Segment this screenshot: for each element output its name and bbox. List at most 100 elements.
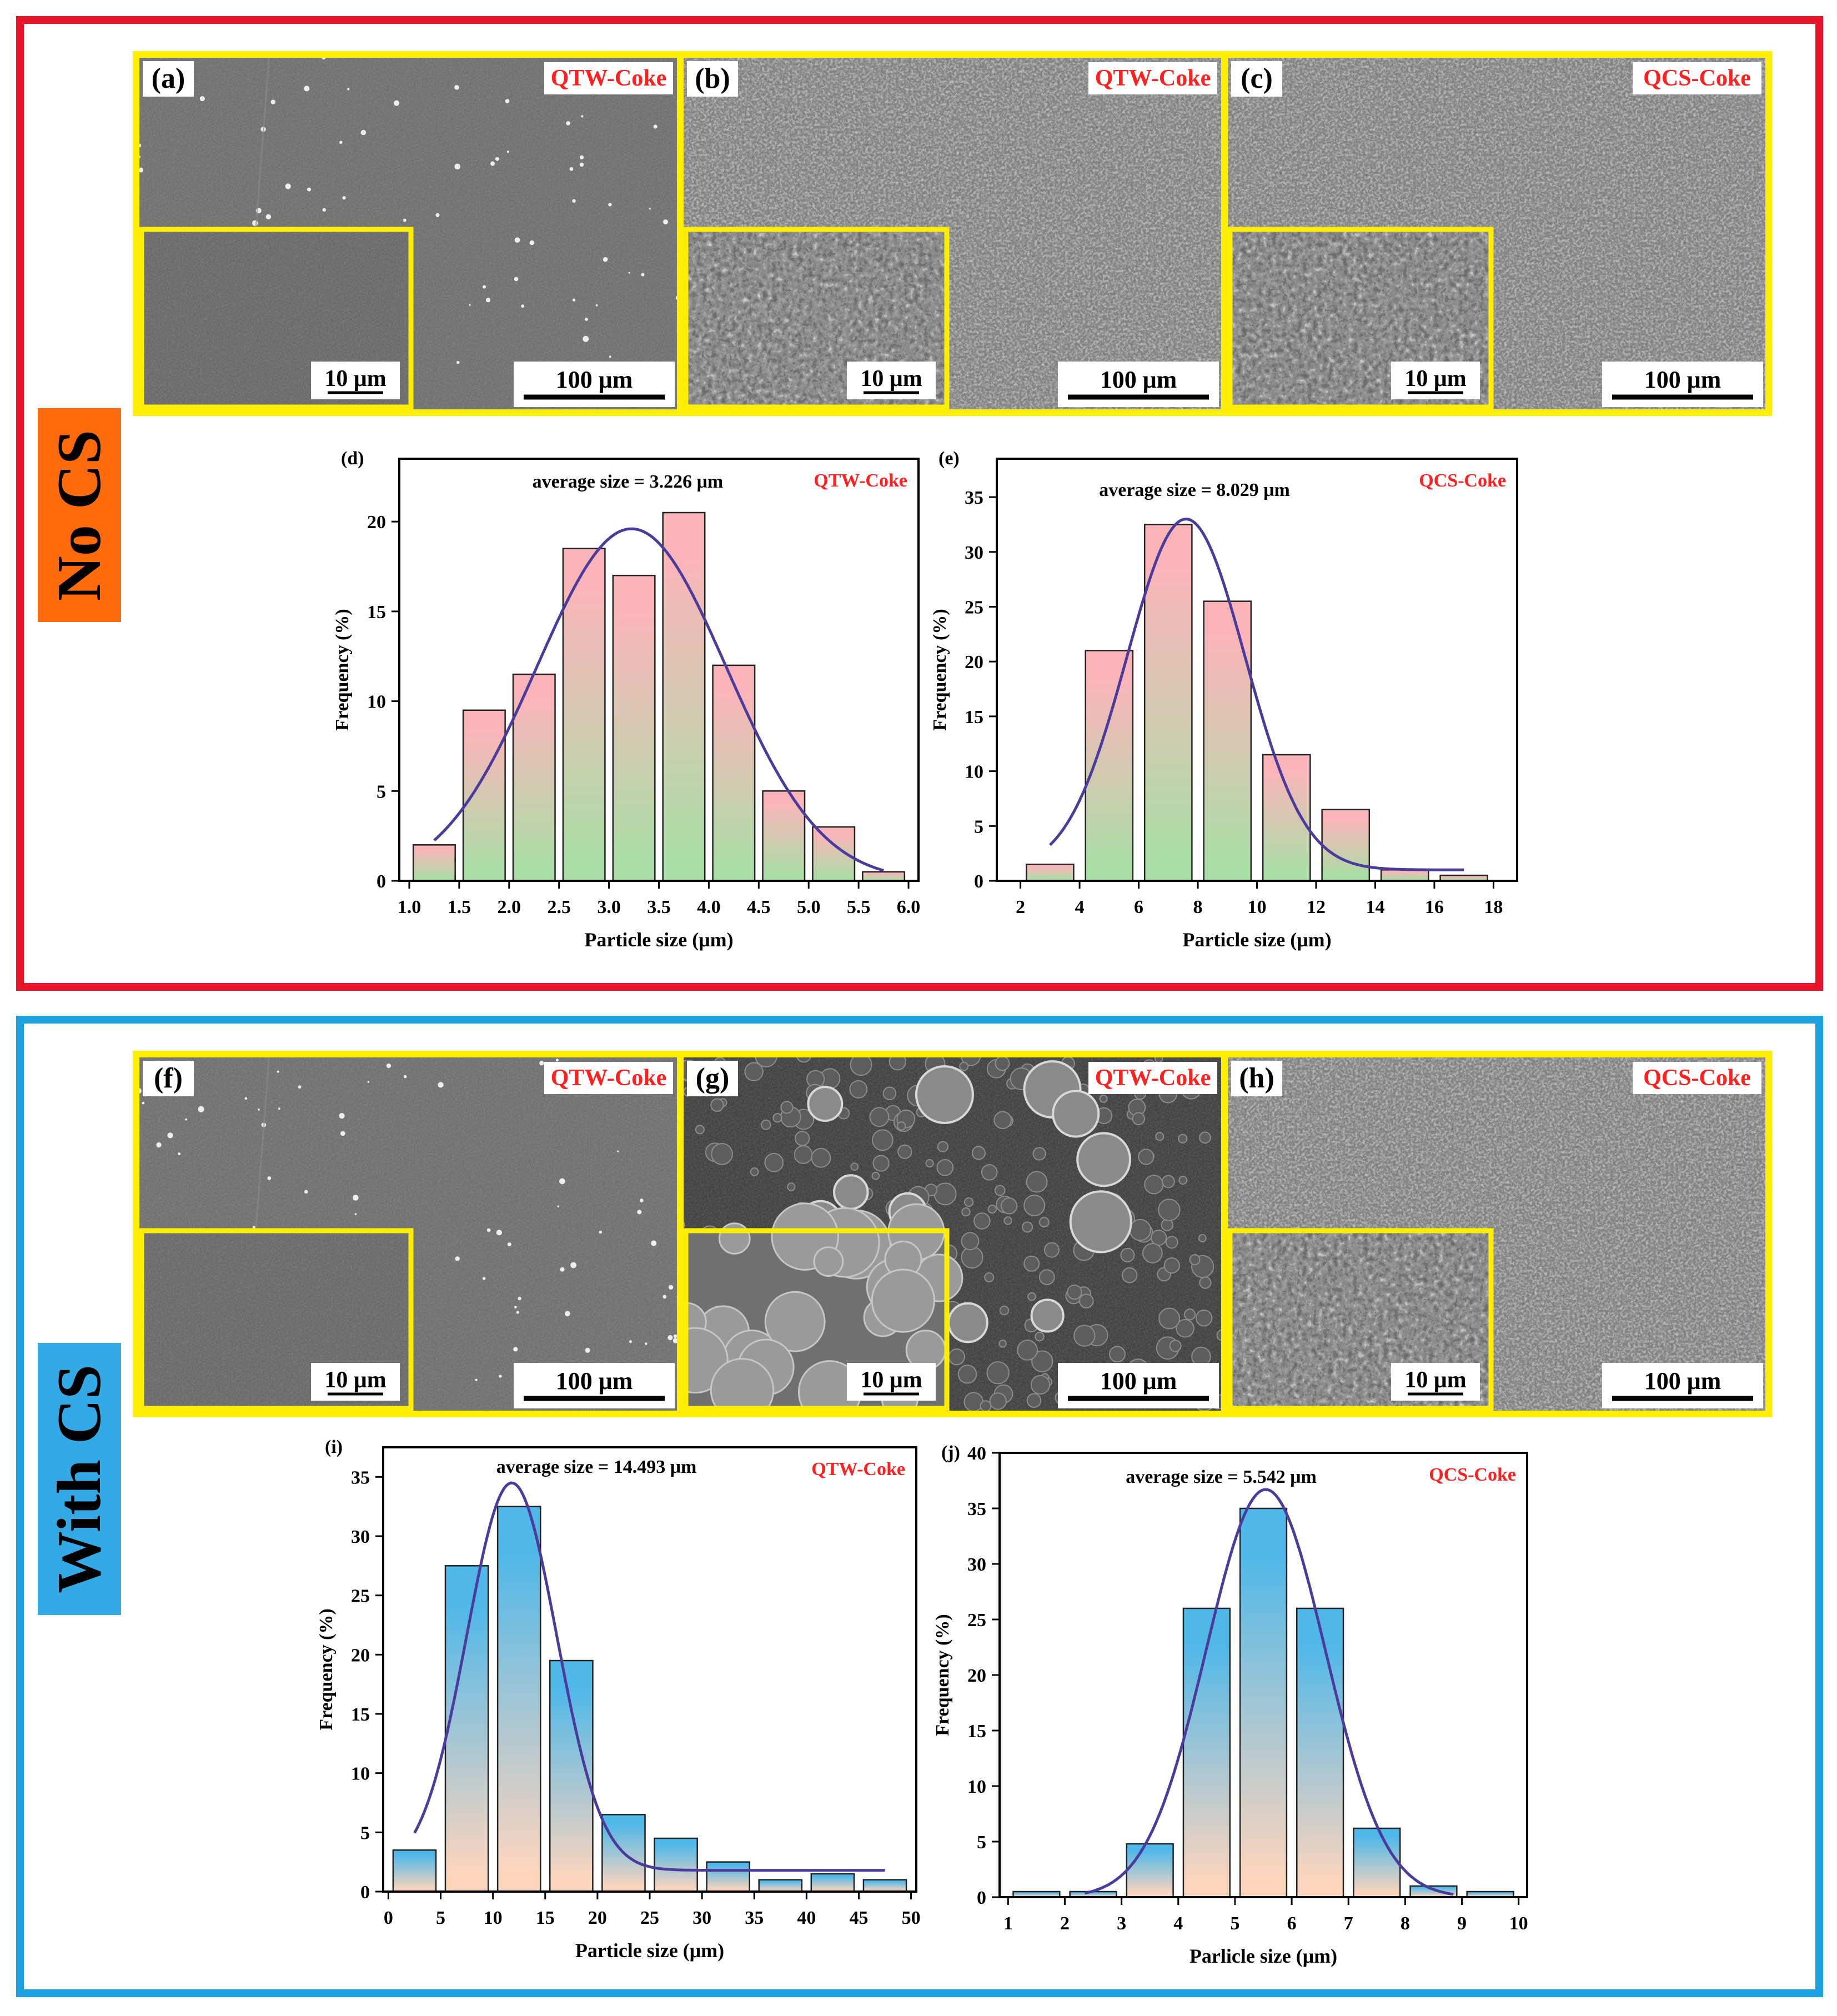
x-tick-label: 1 [1003,1913,1013,1934]
average-size-annotation: average size = 3.226 μm [533,472,724,492]
x-tick-label: 12 [1307,897,1326,917]
y-tick-label: 30 [351,1527,370,1547]
inset-scale-label-h: 10 μm [1404,1367,1466,1393]
histogram-bar [654,1837,698,1893]
x-tick-label: 9 [1457,1913,1467,1934]
chart-panel-label: (e) [938,448,960,469]
y-tick-label: 0 [360,1882,370,1903]
gaussian-fit-curve [413,1481,885,1872]
main-scale-bar-b: 100 μm [1058,362,1219,407]
x-tick-label: 3 [1117,1913,1126,1934]
y-tick-label: 20 [967,1666,986,1686]
y-tick-label: 5 [360,1823,370,1843]
y-tick-label: 20 [351,1645,370,1666]
x-tick-label: 4.5 [747,897,771,917]
x-tick-label: 4.0 [697,897,721,917]
histogram-i: 0 5 10 15 20 25 30 35 40 45 50 0 5 10 15 20 25 30 35 Partic… [316,1437,921,1962]
y-tick-label: 25 [967,1610,986,1631]
x-tick-label: 3.5 [647,897,671,917]
main-scale-label-g: 100 μm [1100,1367,1177,1395]
histogram-bar [862,1879,907,1893]
main-scale-bar-g: 100 μm [1058,1363,1219,1408]
y-tick-label: 30 [967,1554,986,1575]
plot-frame [996,458,1518,882]
x-tick-label: 7 [1344,1913,1353,1934]
y-tick-label: 35 [965,488,983,508]
inset-scale-bar-h: 10 μm [1391,1363,1480,1401]
x-tick-label: 15 [536,1908,555,1928]
histogram-bar [1321,809,1371,882]
y-tick-label: 30 [965,543,983,563]
y-axis-label: Frequency (%) [932,1614,953,1736]
histogram-bar [1182,1607,1231,1898]
x-tick-label: 20 [588,1908,607,1928]
with-cs-label: With CS [45,1365,114,1593]
x-tick-label: 25 [640,1908,659,1928]
sem-image-g: 10 μm 100 μm (g) QTW-Coke [677,1051,1228,1417]
gaussian-fit-curve [433,527,884,872]
y-axis-label: Frequency (%) [332,609,353,730]
y-tick-label: 15 [967,1721,986,1742]
y-tick-label: 0 [977,1888,986,1908]
x-tick-label: 2 [1016,897,1025,917]
chart-panel-label: (d) [341,448,364,469]
histogram-bar [1126,1843,1174,1898]
y-tick-label: 5 [974,816,983,837]
x-tick-label: 8 [1401,1913,1410,1934]
y-tick-label: 10 [367,692,386,713]
x-tick-label: 5 [1230,1913,1239,1934]
x-tick-label: 18 [1484,897,1503,917]
inset-scale-label-f: 10 μm [324,1367,386,1393]
with-cs-section-frame [16,1016,1823,1997]
panel-tag-h: (h) [1231,1061,1282,1096]
histogram-bar [444,1565,489,1893]
sem-image-b: 10 μm 100 μm (b) QTW-Coke [677,51,1228,416]
x-tick-label: 2 [1060,1913,1070,1934]
x-tick-label: 4 [1075,897,1085,917]
x-tick-label: 6.0 [897,897,921,917]
y-tick-label: 20 [367,512,386,533]
with-cs-badge: With CS [38,1343,121,1615]
x-tick-label: 10 [1509,1913,1528,1934]
x-tick-label: 4 [1173,1913,1183,1934]
panel-label-a: (a) [152,63,185,94]
y-tick-label: 40 [967,1443,986,1464]
x-tick-label: 10 [1248,897,1267,917]
x-axis-label: Particle size (μm) [575,1939,724,1962]
inset-image-b [683,227,950,410]
histogram-bar [758,1879,803,1893]
no-cs-label: No CS [45,430,114,601]
panel-tag-c: (c) [1231,61,1282,97]
main-scale-bar-h: 100 μm [1602,1363,1763,1408]
sample-label-a: QTW-Coke [551,66,666,91]
x-tick-label: 8 [1193,897,1203,917]
x-tick-label: 14 [1366,897,1384,917]
y-tick-label: 35 [351,1467,370,1488]
chart-sample-label: QTW-Coke [811,1459,905,1480]
y-tick-label: 20 [965,652,983,673]
inset-scale-bar-a: 10 μm [311,362,400,399]
sample-label-g: QTW-Coke [1095,1065,1211,1091]
x-tick-label: 50 [902,1908,921,1928]
histogram-d: 1.0 1.5 2.0 2.5 3.0 3.5 4.0 4.5 5.0 5.5 6.0 0 5 10 15 2… [332,448,920,951]
y-tick-label: 25 [965,597,983,618]
y-axis-label: Frequency (%) [930,609,950,730]
x-tick-label: 45 [849,1908,868,1928]
sample-label-f: QTW-Coke [551,1065,666,1091]
main-scale-label-h: 100 μm [1644,1367,1721,1395]
sem-image-h: 10 μm 100 μm (h) QCS-Coke [1221,1051,1772,1417]
main-scale-label-a: 100 μm [556,366,633,393]
x-tick-label: 16 [1425,897,1444,917]
histogram-bar [1143,524,1193,882]
inset-scale-bar-b: 10 μm [847,362,936,399]
sem-image-f: 10 μm 100 μm (f) QTW-Coke [133,1051,684,1417]
y-tick-label: 10 [965,762,983,783]
main-scale-label-f: 100 μm [556,1367,633,1395]
x-tick-label: 30 [692,1908,711,1928]
histogram-bar [1203,600,1252,882]
main-scale-label-c: 100 μm [1644,366,1721,393]
histogram-layer: 1.0 1.5 2.0 2.5 3.0 3.5 4.0 4.5 5.0 5.5 6.00510152… [316,448,1528,1967]
y-tick-label: 15 [351,1704,370,1725]
sample-tag-b: QTW-Coke [1088,62,1217,94]
histogram-bar [462,709,506,882]
